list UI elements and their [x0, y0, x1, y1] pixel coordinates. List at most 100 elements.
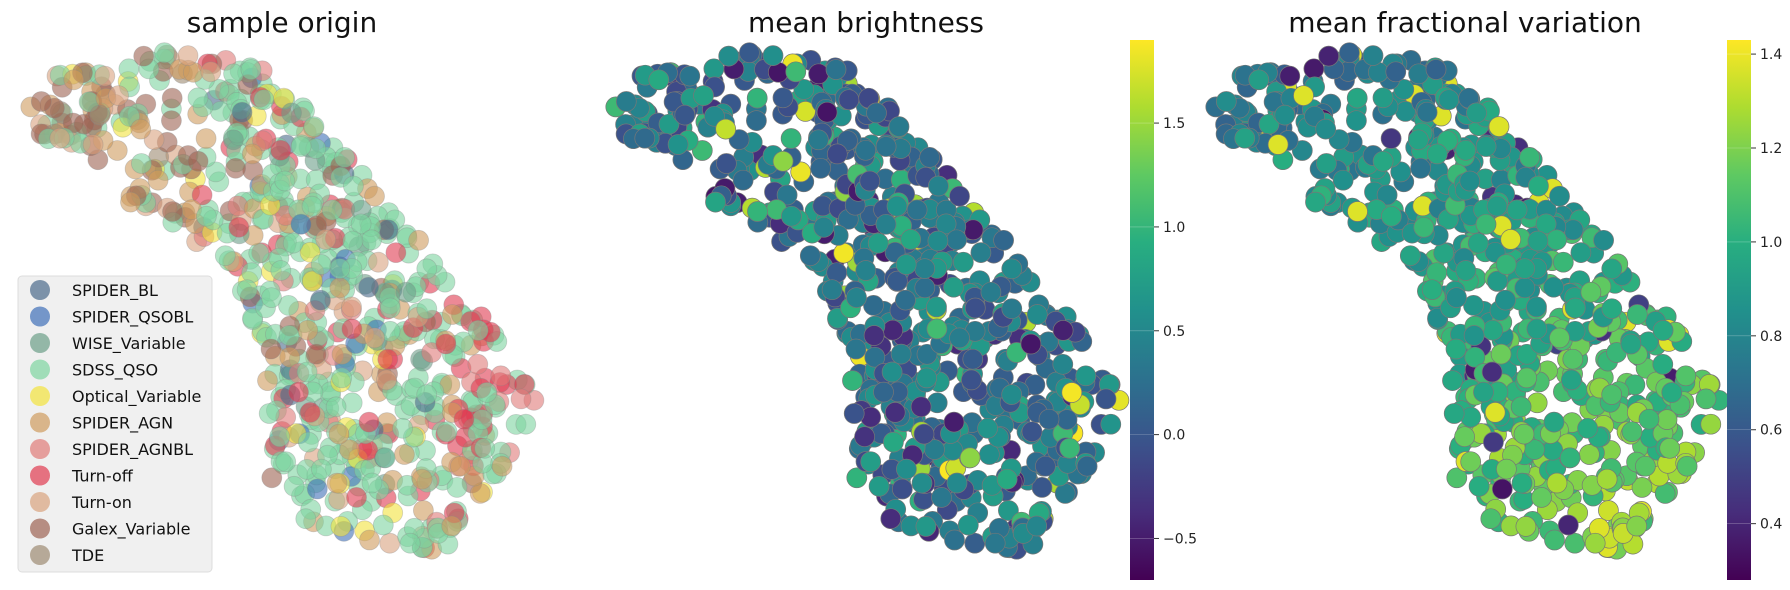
- colorbar-tick-label: 1.5: [1163, 116, 1185, 132]
- scatter-point: [364, 327, 385, 349]
- scatter-point: [350, 213, 372, 235]
- scatter-point: [408, 229, 430, 251]
- scatter-point: [1543, 411, 1565, 433]
- scatter-point: [467, 353, 489, 375]
- scatter-point: [1372, 87, 1394, 109]
- scatter-point: [1487, 270, 1508, 292]
- scatter-point: [231, 101, 253, 123]
- scatter-point: [1026, 515, 1048, 537]
- scatter-point: [1061, 382, 1083, 403]
- sample-origin-scatter: [20, 42, 545, 560]
- scatter-point: [881, 361, 903, 383]
- scatter-point: [880, 508, 902, 530]
- scatter-point: [416, 384, 438, 406]
- scatter-point: [278, 325, 300, 346]
- scatter-point: [257, 370, 278, 392]
- scatter-point: [1601, 298, 1623, 320]
- scatter-point: [1442, 370, 1463, 391]
- scatter-point: [1410, 157, 1431, 179]
- scatter-point: [634, 127, 656, 149]
- scatter-point: [984, 532, 1006, 554]
- scatter-point: [693, 85, 714, 106]
- scatter-point: [1315, 118, 1337, 140]
- scatter-point: [896, 458, 917, 480]
- scatter-point: [1100, 413, 1122, 435]
- scatter-point: [928, 175, 949, 197]
- scatter-point: [674, 104, 696, 126]
- scatter-point: [241, 143, 263, 165]
- scatter-point: [863, 325, 885, 346]
- scatter-point: [392, 417, 414, 439]
- scatter-point: [1455, 139, 1477, 161]
- scatter-point: [143, 129, 165, 151]
- scatter-point: [471, 409, 493, 431]
- scatter-point: [361, 472, 383, 494]
- scatter-point: [1020, 333, 1042, 355]
- scatter-point: [868, 475, 890, 497]
- scatter-point: [261, 287, 282, 309]
- scatter-point: [890, 343, 912, 365]
- scatter-point: [310, 254, 332, 275]
- scatter-point: [732, 169, 754, 191]
- scatter-point: [346, 486, 367, 508]
- scatter-point: [306, 478, 328, 500]
- scatter-point: [1408, 63, 1429, 85]
- scatter-point: [715, 118, 737, 140]
- scatter-point: [1466, 102, 1487, 124]
- scatter-point: [1390, 161, 1412, 183]
- scatter-point: [882, 319, 904, 341]
- scatter-point: [746, 110, 767, 131]
- scatter-point: [1293, 85, 1314, 106]
- scatter-point: [374, 447, 396, 469]
- scatter-point: [886, 195, 908, 217]
- scatter-point: [1546, 472, 1568, 494]
- scatter-point: [1652, 353, 1674, 375]
- legend-marker: [30, 333, 50, 353]
- scatter-point: [329, 258, 351, 280]
- scatter-point: [1446, 467, 1468, 489]
- scatter-point: [1527, 230, 1549, 252]
- scatter-point: [162, 201, 183, 222]
- legend-label: SPIDER_AGN: [72, 414, 173, 434]
- scatter-point: [1661, 382, 1683, 403]
- colorbar-mean-fractional-variation: 0.4 0.6 0.8 1.0 1.2 1.4: [1727, 40, 1782, 580]
- scatter-point: [813, 216, 835, 238]
- scatter-point: [372, 514, 394, 536]
- scatter-point: [1562, 348, 1584, 370]
- scatter-point: [1305, 191, 1326, 213]
- scatter-point: [1626, 304, 1648, 325]
- scatter-point: [911, 472, 933, 494]
- scatter-point: [944, 529, 965, 551]
- scatter-point: [295, 508, 317, 530]
- scatter-point: [1385, 61, 1407, 83]
- scatter-point: [884, 402, 906, 423]
- scatter-point: [1001, 298, 1023, 320]
- scatter-point: [441, 515, 463, 537]
- scatter-point: [926, 296, 947, 318]
- scatter-point: [281, 102, 302, 124]
- scatter-point: [1544, 529, 1565, 551]
- scatter-point: [833, 242, 855, 264]
- scatter-point: [379, 532, 401, 554]
- scatter-point: [120, 191, 141, 213]
- scatter-point: [895, 289, 916, 311]
- scatter-point: [1528, 175, 1549, 197]
- legend-label: Optical_Variable: [72, 387, 201, 407]
- scatter-point: [1426, 143, 1448, 165]
- scatter-point: [515, 413, 537, 435]
- scatter-point: [931, 487, 952, 508]
- scatter-point: [1486, 195, 1508, 217]
- scatter-point: [1001, 258, 1023, 280]
- scatter-point: [279, 346, 301, 368]
- scatter-point: [993, 229, 1014, 251]
- scatter-point: [331, 367, 353, 389]
- legend-marker: [30, 439, 50, 459]
- scatter-point: [208, 79, 230, 100]
- scatter-point: [1416, 101, 1438, 123]
- scatter-point: [1443, 403, 1465, 424]
- scatter-point: [1433, 242, 1455, 264]
- colorbar-tick-label: 0.4: [1760, 517, 1782, 533]
- scatter-point: [1546, 229, 1567, 251]
- scatter-point: [1491, 478, 1513, 500]
- scatter-point: [946, 229, 967, 251]
